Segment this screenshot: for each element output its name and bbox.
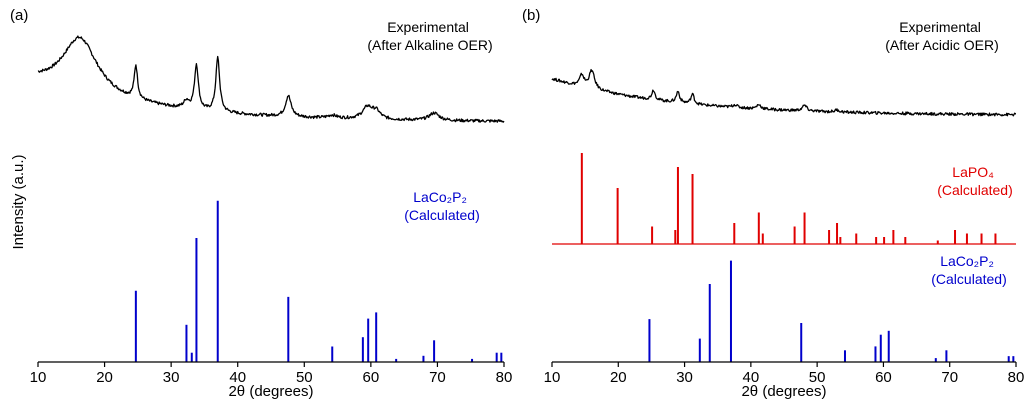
panel-b-x-axis-label: 2θ (degrees)	[741, 383, 826, 400]
panel-b-x-tick-label: 70	[941, 369, 958, 386]
panel-b-experimental-line2: (After Acidic OER)	[885, 37, 999, 53]
panel-b-experimental-line1: Experimental	[899, 19, 981, 35]
panel-b-lapo4-sticks	[580, 153, 997, 244]
panel-a-x-tick-label: 70	[429, 369, 446, 386]
panel-a-label: (a)	[10, 7, 28, 24]
panel-b-laco2p2-sticks	[648, 260, 1015, 362]
panel-b-x-ticks: 10 20 30 40 50 60 70 80	[544, 362, 1025, 386]
panel-a-x-tick-label: 30	[163, 369, 180, 386]
panel-b-x-tick-label: 50	[809, 369, 826, 386]
panel-a-x-tick-label: 50	[296, 369, 313, 386]
panel-a: (a) Experimental (After Alkaline OER) La…	[10, 7, 512, 400]
panel-a-laco2p2-sticks	[134, 200, 503, 362]
panel-b-x-tick-label: 40	[743, 369, 760, 386]
panel-a-x-tick-label: 40	[229, 369, 246, 386]
panel-a-experimental-pattern	[37, 35, 505, 123]
panel-a-x-tick-label: 80	[496, 369, 513, 386]
panel-b-laco2p2-line1: LaCo₂P₂	[940, 253, 994, 269]
panel-a-x-axis-label: 2θ (degrees)	[228, 383, 313, 400]
panel-b-lapo4-line1: LaPO₄	[952, 164, 994, 180]
panel-b-x-tick-label: 80	[1008, 369, 1025, 386]
y-axis-label: Intensity (a.u.)	[10, 154, 27, 249]
panel-b-label: (b)	[522, 7, 540, 24]
panel-b-x-tick-label: 30	[676, 369, 693, 386]
panel-b-laco2p2-annotation: LaCo₂P₂ (Calculated)	[931, 253, 1006, 287]
panel-b-experimental-pattern	[551, 68, 1016, 117]
panel-a-x-ticks: 10 20 30 40 50 60 70 80	[30, 362, 513, 386]
panel-a-x-tick-label: 10	[30, 369, 47, 386]
panel-a-laco2p2-line2: (Calculated)	[404, 207, 479, 223]
panel-b-x-tick-label: 10	[544, 369, 561, 386]
panel-a-experimental-annotation: Experimental (After Alkaline OER)	[367, 19, 492, 53]
panel-b-x-tick-label: 60	[875, 369, 892, 386]
panel-a-experimental-line1: Experimental	[387, 19, 469, 35]
panel-b-laco2p2-line2: (Calculated)	[931, 271, 1006, 287]
panel-a-laco2p2-line1: LaCo₂P₂	[413, 189, 467, 205]
panel-b-lapo4-line2: (Calculated)	[937, 182, 1012, 198]
panel-b-experimental-annotation: Experimental (After Acidic OER)	[885, 19, 999, 53]
panel-b: (b) Experimental (After Acidic OER) LaPO…	[522, 7, 1024, 400]
panel-a-experimental-line2: (After Alkaline OER)	[367, 37, 492, 53]
panel-a-laco2p2-annotation: LaCo₂P₂ (Calculated)	[404, 189, 479, 223]
panel-b-lapo4-annotation: LaPO₄ (Calculated)	[937, 164, 1012, 198]
panel-a-x-tick-label: 60	[363, 369, 380, 386]
panel-a-x-tick-label: 20	[96, 369, 113, 386]
panel-b-x-tick-label: 20	[610, 369, 627, 386]
